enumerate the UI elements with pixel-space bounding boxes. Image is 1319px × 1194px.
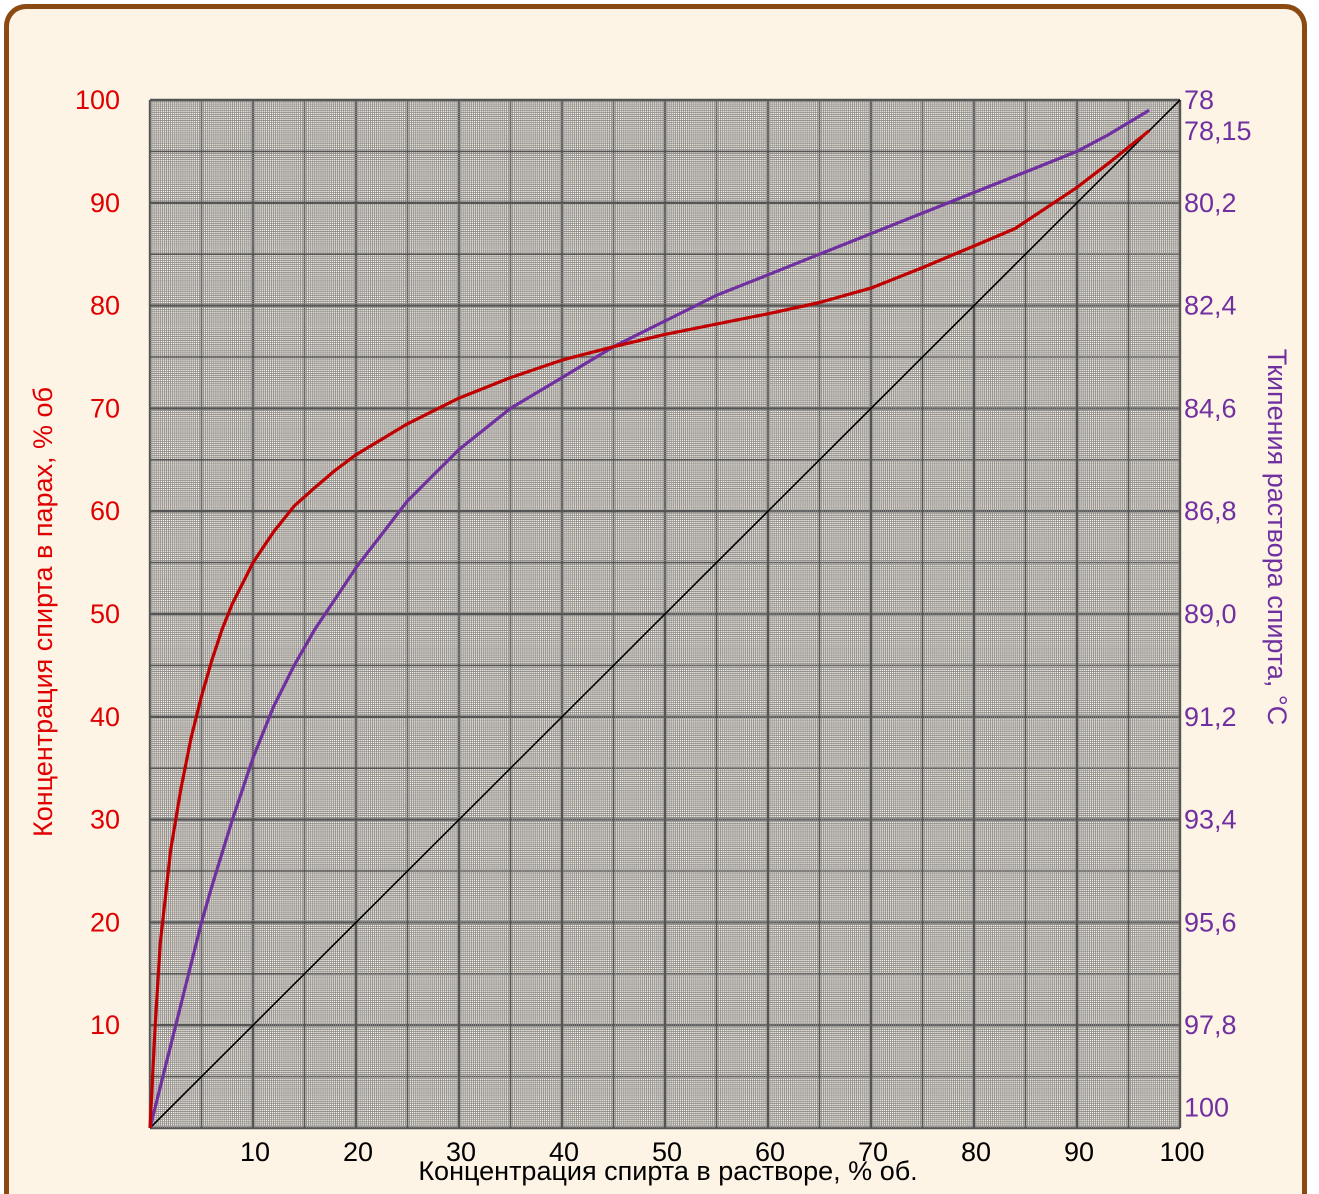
- grid: [148, 98, 1182, 1130]
- x-axis-label: Концентрация спирта в растворе, % об.: [418, 1156, 917, 1186]
- x-tick-label: 50: [652, 1137, 682, 1167]
- right-tick-label: 82,4: [1184, 291, 1237, 321]
- x-tick-label: 60: [755, 1137, 785, 1167]
- right-tick-label: 78: [1184, 85, 1214, 115]
- boiling-temperature-series-line: [148, 108, 1150, 1129]
- right-tick-label: 93,4: [1184, 805, 1237, 835]
- x-tick-label: 90: [1064, 1137, 1094, 1167]
- series-layer: [148, 99, 1181, 1129]
- left-tick-label: 70: [90, 393, 120, 423]
- left-tick-label: 90: [90, 188, 120, 218]
- left-axis-ticks: 10 20 30 40 50 60 70 80 90 100: [75, 85, 120, 1040]
- x-tick-label: 80: [961, 1137, 991, 1167]
- left-tick-label: 30: [90, 805, 120, 835]
- left-y-axis-label: Концентрация спирта в парах, % об: [28, 387, 58, 837]
- x-tick-label: 100: [1159, 1137, 1204, 1167]
- right-tick-label: 86,8: [1184, 496, 1237, 526]
- left-tick-label: 50: [90, 599, 120, 629]
- right-tick-label: 89,0: [1184, 599, 1237, 629]
- right-tick-label: 95,6: [1184, 907, 1237, 937]
- right-tick-label: 97,8: [1184, 1010, 1237, 1040]
- diagonal-series-line: [149, 99, 1181, 1129]
- x-tick-label: 30: [446, 1137, 476, 1167]
- right-tick-label: 100: [1184, 1092, 1229, 1122]
- right-tick-label: 78,15: [1184, 116, 1252, 146]
- x-tick-label: 70: [858, 1137, 888, 1167]
- x-tick-label: 10: [240, 1137, 270, 1167]
- right-tick-label: 84,6: [1184, 393, 1237, 423]
- right-tick-label: 91,2: [1184, 702, 1237, 732]
- left-tick-label: 40: [90, 702, 120, 732]
- left-tick-label: 60: [90, 496, 120, 526]
- left-tick-label: 100: [75, 85, 120, 115]
- x-axis-ticks: 10 20 30 40 50 60 70 80 90 100: [240, 1137, 1205, 1167]
- x-tick-label: 20: [343, 1137, 373, 1167]
- left-tick-label: 10: [90, 1010, 120, 1040]
- right-tick-label: 80,2: [1184, 188, 1237, 218]
- vapor-concentration-series-line: [148, 129, 1151, 1129]
- x-tick-label: 40: [549, 1137, 579, 1167]
- right-y-axis-label: Ткипения раствора спирта, °С: [1262, 349, 1292, 725]
- left-tick-label: 20: [90, 907, 120, 937]
- left-tick-label: 80: [90, 291, 120, 321]
